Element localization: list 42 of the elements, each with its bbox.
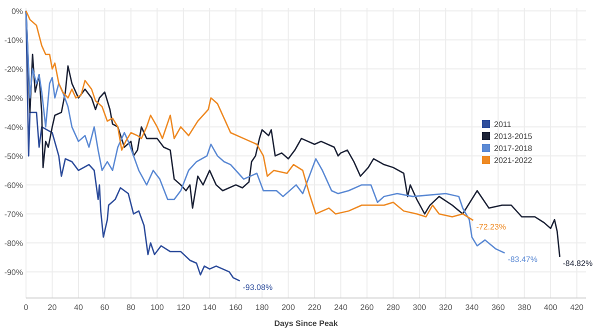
x-tick-label: 120 <box>176 303 191 312</box>
x-tick-label: 220 <box>308 303 322 312</box>
x-tick-label: 300 <box>412 303 427 312</box>
x-tick-label: 380 <box>518 303 532 312</box>
y-tick-label: -50% <box>4 152 23 161</box>
y-tick-label: -70% <box>4 210 23 219</box>
x-tick-label: 100 <box>150 303 164 312</box>
x-axis-title: Days Since Peak <box>274 319 338 328</box>
legend-label: 2017-2018 <box>494 144 533 153</box>
x-tick-label: 420 <box>570 303 584 312</box>
y-tick-label: -60% <box>4 180 23 190</box>
x-tick-label: 80 <box>126 303 136 312</box>
annotation: -93.08% <box>242 282 273 292</box>
x-tick-label: 40 <box>74 303 84 312</box>
x-tick-label: 340 <box>465 303 480 312</box>
x-tick-label: 0 <box>24 303 29 312</box>
x-tick-label: 60 <box>100 303 110 312</box>
annotation: -84.82% <box>562 258 593 268</box>
y-tick-label: 0% <box>11 6 23 16</box>
x-tick-label: 200 <box>282 303 296 312</box>
x-tick-label: 160 <box>229 303 244 312</box>
x-tick-label: 140 <box>202 303 217 312</box>
y-tick-label: -20% <box>4 64 23 74</box>
x-tick-label: 240 <box>334 303 348 312</box>
y-tick-label: -30% <box>4 94 23 103</box>
legend-label: 2021-2022 <box>494 156 533 165</box>
x-tick-label: 320 <box>438 303 453 312</box>
y-tick-label: -10% <box>4 36 23 45</box>
x-tick-label: 180 <box>255 303 270 312</box>
y-tick-label: -90% <box>4 268 23 277</box>
x-tick-label: 260 <box>360 303 374 312</box>
x-tick-label: 360 <box>491 303 506 312</box>
legend-label: 2011 <box>494 120 512 129</box>
legend-label: 2013-2015 <box>494 132 533 141</box>
x-tick-label: 400 <box>544 303 558 312</box>
line-series <box>25 10 474 222</box>
annotation: -72.23% <box>476 222 506 232</box>
y-tick-label: -80% <box>4 238 23 248</box>
annotation: -83.47% <box>508 254 538 264</box>
x-tick-label: 20 <box>48 303 58 312</box>
x-tick-label: 280 <box>386 303 400 312</box>
y-tick-label: -40% <box>4 122 23 132</box>
